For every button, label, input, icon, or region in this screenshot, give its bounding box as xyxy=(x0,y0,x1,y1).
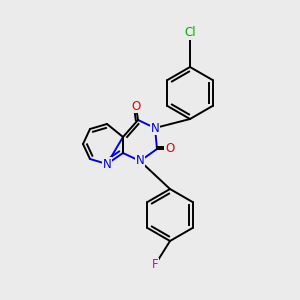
Text: Cl: Cl xyxy=(184,26,196,40)
Text: N: N xyxy=(103,158,111,170)
Text: F: F xyxy=(152,259,158,272)
Text: O: O xyxy=(131,100,141,112)
Text: O: O xyxy=(165,142,175,155)
Text: N: N xyxy=(151,122,159,134)
Text: N: N xyxy=(136,154,144,167)
